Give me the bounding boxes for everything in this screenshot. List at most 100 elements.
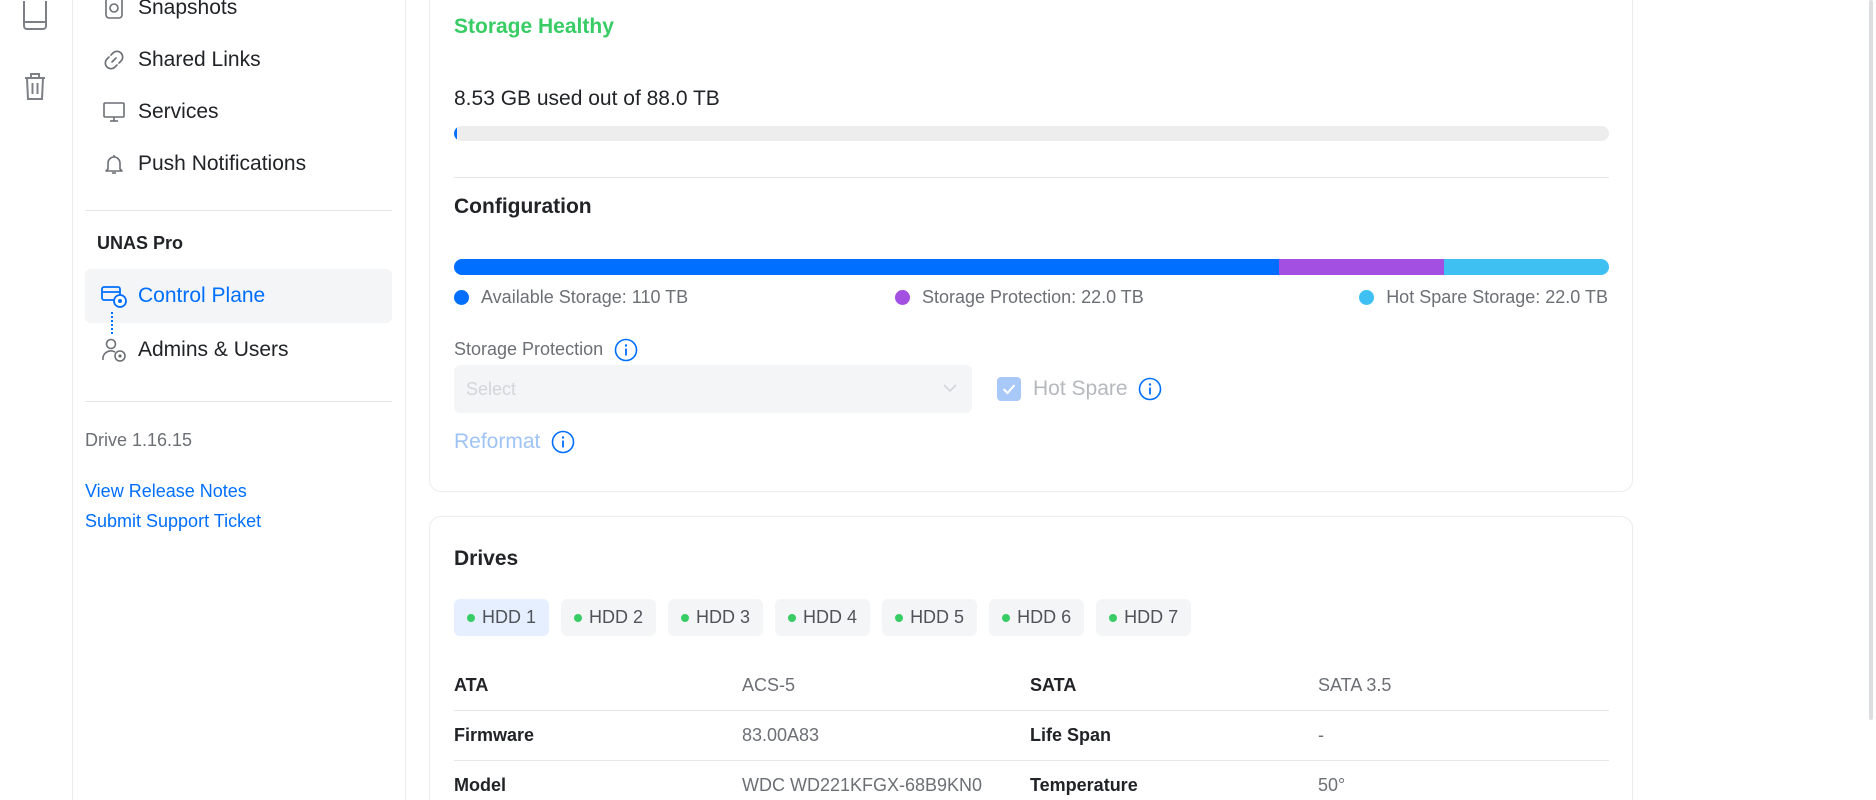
sidebar-item-shared-links[interactable]: Shared Links xyxy=(85,33,392,87)
link-icon xyxy=(99,45,129,75)
drives-title: Drives xyxy=(454,547,519,570)
status-dot xyxy=(467,613,475,622)
info-key: Firmware xyxy=(454,725,535,745)
storage-protection-label-text: Storage Protection xyxy=(454,339,604,359)
info-value: SATA 3.5 xyxy=(1318,675,1392,695)
storage-protection-select[interactable]: Select xyxy=(454,365,972,413)
legend-label: Hot Spare Storage: 22.0 TB xyxy=(1386,287,1608,307)
configuration-bar xyxy=(454,259,1609,275)
drive-tab-label: HDD 7 xyxy=(1124,607,1179,627)
trash-icon[interactable] xyxy=(20,70,50,104)
info-value: - xyxy=(1318,725,1324,745)
info-key: Life Span xyxy=(1030,725,1112,745)
sidebar-item-label: Admins & Users xyxy=(138,338,289,361)
card-divider xyxy=(454,177,1609,178)
sidebar-item-label: Control Plane xyxy=(138,284,266,307)
info-value: WDC WD221KFGX-68B9KN0 xyxy=(742,775,983,795)
sidebar-item-label: Snapshots xyxy=(138,0,238,19)
configuration-segment xyxy=(1279,259,1444,275)
status-dot xyxy=(895,613,904,622)
drive-tabs: HDD 1 HDD 2 HDD 3 HDD 4 HDD 5 HDD 6 HDD 7 xyxy=(454,599,1192,636)
sidebar-item-admins-users[interactable]: Admins & Users xyxy=(85,323,392,377)
storage-card: Storage Healthy 8.53 GB used out of 88.0… xyxy=(429,0,1633,492)
drive-tab[interactable]: HDD 4 xyxy=(775,599,871,636)
status-dot xyxy=(788,613,797,622)
sidebar-divider xyxy=(85,210,392,211)
sidebar-item-services[interactable]: Services xyxy=(85,85,392,139)
legend-protection: Storage Protection: 22.0 TB xyxy=(895,287,1144,308)
info-icon[interactable] xyxy=(1138,377,1163,402)
status-dot xyxy=(574,613,583,622)
legend-dot xyxy=(895,290,910,305)
configuration-segment xyxy=(1444,259,1609,275)
legend-label: Available Storage: 110 TB xyxy=(481,287,689,307)
info-icon[interactable] xyxy=(613,337,638,362)
icon-rail xyxy=(0,0,73,800)
info-key: ATA xyxy=(454,675,489,695)
sidebar-divider xyxy=(85,401,392,402)
sidebar-section-title: UNAS Pro xyxy=(97,233,184,253)
drive-info-row: ATA ACS-5 SATA SATA 3.5 xyxy=(454,661,1609,711)
support-ticket-link[interactable]: Submit Support Ticket xyxy=(85,511,262,531)
hot-spare-label: Hot Spare xyxy=(1033,377,1128,400)
drive-tab-label: HDD 6 xyxy=(1017,607,1072,627)
tree-connector xyxy=(111,312,113,334)
legend-dot xyxy=(454,290,469,305)
sidebar-item-control-plane[interactable]: Control Plane xyxy=(85,269,392,323)
drive-tab-label: HDD 5 xyxy=(910,607,965,627)
reformat-label: Reformat xyxy=(454,429,541,453)
drive-tab[interactable]: HDD 5 xyxy=(882,599,978,636)
drive-tab[interactable]: HDD 1 xyxy=(454,599,550,636)
info-icon[interactable] xyxy=(550,429,575,454)
configuration-title: Configuration xyxy=(454,195,592,218)
legend-dot xyxy=(1359,290,1375,305)
reformat-button[interactable]: Reformat xyxy=(454,429,575,454)
drive-info-row: Firmware 83.00A83 Life Span - xyxy=(454,711,1609,761)
drive-tab-label: HDD 4 xyxy=(803,607,858,627)
chevron-down-icon xyxy=(942,380,958,398)
legend-available: Available Storage: 110 TB xyxy=(454,287,688,308)
info-value: ACS-5 xyxy=(742,675,796,695)
info-key: Model xyxy=(454,775,506,795)
drive-tab[interactable]: HDD 6 xyxy=(989,599,1085,636)
monitor-icon xyxy=(99,97,129,127)
drive-icon[interactable] xyxy=(20,0,50,34)
info-value: 83.00A83 xyxy=(742,725,820,745)
info-key: Temperature xyxy=(1030,775,1138,795)
legend-label: Storage Protection: 22.0 TB xyxy=(922,287,1144,307)
configuration-segment xyxy=(454,259,1279,275)
storage-usage-bar xyxy=(454,126,1609,141)
hot-spare-checkbox[interactable] xyxy=(997,377,1021,401)
sidebar-item-push-notifications[interactable]: Push Notifications xyxy=(85,137,392,191)
select-placeholder: Select xyxy=(466,378,517,399)
storage-usage-fill xyxy=(454,126,458,141)
drive-tab[interactable]: HDD 2 xyxy=(561,599,657,636)
drives-card: Drives HDD 1 HDD 2 HDD 3 HDD 4 HDD 5 HDD 6 HDD… xyxy=(429,516,1633,800)
legend-hot-spare: Hot Spare Storage: 22.0 TB xyxy=(1359,287,1608,308)
sidebar-item-label: Services xyxy=(138,100,219,123)
hot-spare-toggle[interactable]: Hot Spare xyxy=(997,365,1163,413)
admin-user-icon xyxy=(99,335,129,365)
storage-status: Storage Healthy xyxy=(454,15,614,38)
storage-protection-label: Storage Protection xyxy=(454,337,638,362)
drive-tab[interactable]: HDD 7 xyxy=(1096,599,1192,636)
status-dot xyxy=(1109,613,1118,622)
app-version: Drive 1.16.15 xyxy=(85,430,193,450)
status-dot xyxy=(681,613,690,622)
storage-usage-text: 8.53 GB used out of 88.0 TB xyxy=(454,87,720,110)
info-key: SATA xyxy=(1030,675,1077,695)
sidebar-item-snapshots[interactable]: Snapshots xyxy=(85,0,392,35)
drive-tab-label: HDD 2 xyxy=(589,607,644,627)
sidebar-item-label: Push Notifications xyxy=(138,152,307,175)
sidebar-item-label: Shared Links xyxy=(138,48,261,71)
release-notes-link[interactable]: View Release Notes xyxy=(85,481,247,501)
page-scrollbar[interactable] xyxy=(1869,0,1873,720)
snapshot-icon xyxy=(99,0,129,23)
drive-info-row: Model WDC WD221KFGX-68B9KN0 Temperature … xyxy=(454,761,1609,800)
status-dot xyxy=(1002,613,1011,622)
drive-tab[interactable]: HDD 3 xyxy=(668,599,764,636)
sidebar: Snapshots Shared Links Services Push Not… xyxy=(73,0,406,800)
bell-icon xyxy=(99,149,129,179)
drive-tab-label: HDD 3 xyxy=(696,607,751,627)
info-value: 50° xyxy=(1318,775,1346,795)
